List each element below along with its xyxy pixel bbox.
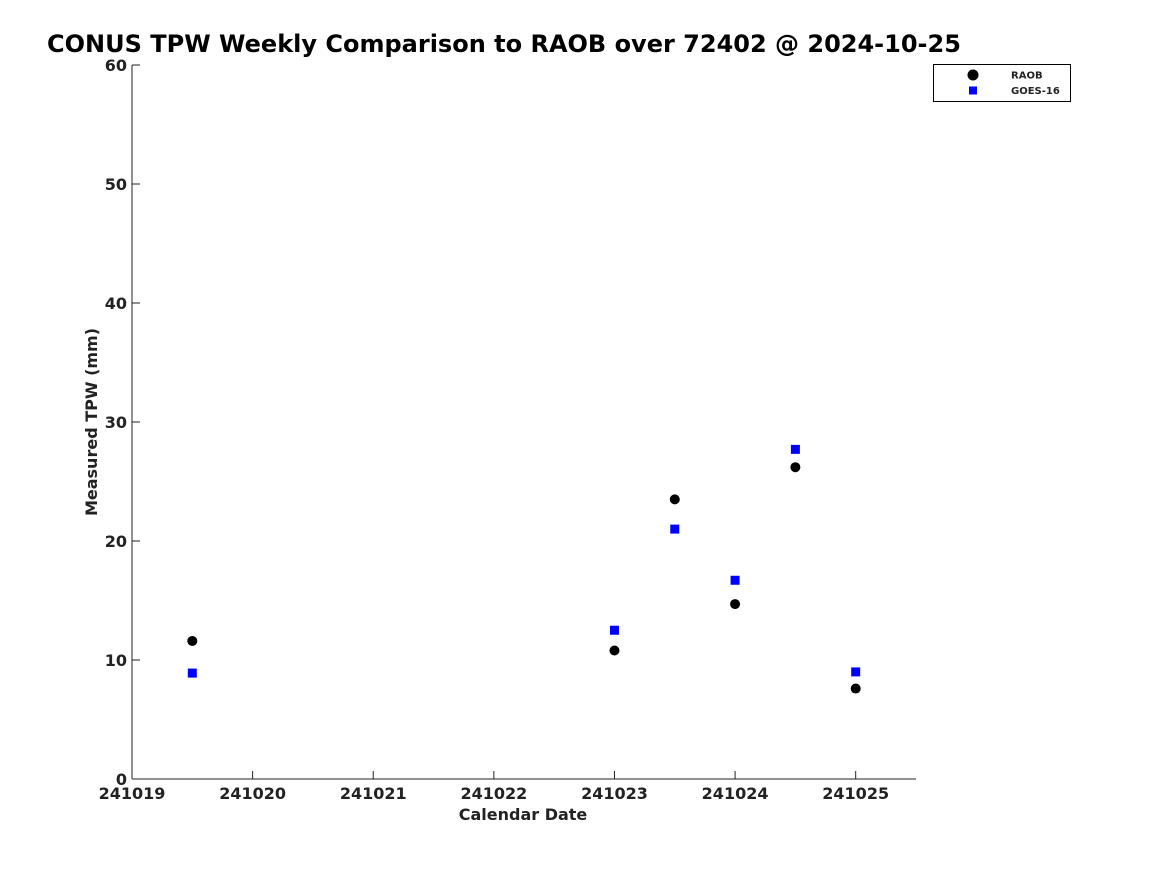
x-tick-label: 241024	[702, 784, 769, 803]
goes16-point	[730, 575, 740, 585]
y-axis-ticks: 0 10 20 30 40 50 60	[105, 56, 140, 789]
x-tick-label: 241022	[460, 784, 527, 803]
x-axis-label: Calendar Date	[459, 805, 588, 824]
raob-point	[790, 462, 801, 473]
goes16-point	[670, 524, 680, 534]
x-tick-label: 241020	[219, 784, 286, 803]
goes16-point	[851, 667, 861, 677]
goes16-point	[790, 444, 800, 454]
y-tick-label: 50	[105, 175, 127, 194]
data-points	[187, 444, 861, 694]
x-tick-label: 241023	[581, 784, 648, 803]
legend-entry-label: GOES-16	[1011, 86, 1060, 97]
y-tick-label: 0	[116, 770, 127, 789]
x-tick-label: 241021	[340, 784, 407, 803]
y-axis-label: Measured TPW (mm)	[82, 328, 101, 516]
legend-entry-label: RAOB	[1011, 71, 1043, 82]
goes16-point	[187, 668, 197, 678]
raob-point	[850, 683, 861, 694]
y-tick-label: 60	[105, 56, 127, 75]
y-tick-label: 20	[105, 532, 127, 551]
x-tick-label: 241019	[99, 784, 166, 803]
raob-point	[669, 494, 680, 505]
raob-point	[730, 599, 741, 610]
raob-point	[609, 645, 620, 656]
legend-marker-goes16	[969, 86, 977, 95]
y-tick-label: 30	[105, 413, 127, 432]
y-tick-label: 40	[105, 294, 127, 313]
x-tick-label: 241025	[822, 784, 889, 803]
legend-marker-raob	[967, 69, 979, 81]
goes16-point	[609, 625, 619, 635]
legend-box	[933, 64, 1071, 102]
plot-axes	[131, 65, 916, 780]
legend: RAOB GOES-16	[933, 64, 1071, 102]
chart-title: CONUS TPW Weekly Comparison to RAOB over…	[47, 30, 961, 58]
y-tick-label: 10	[105, 651, 127, 670]
x-axis-ticks: 241019 241020 241021 241022 241023 241024 2410…	[99, 771, 889, 803]
raob-point	[187, 635, 198, 646]
